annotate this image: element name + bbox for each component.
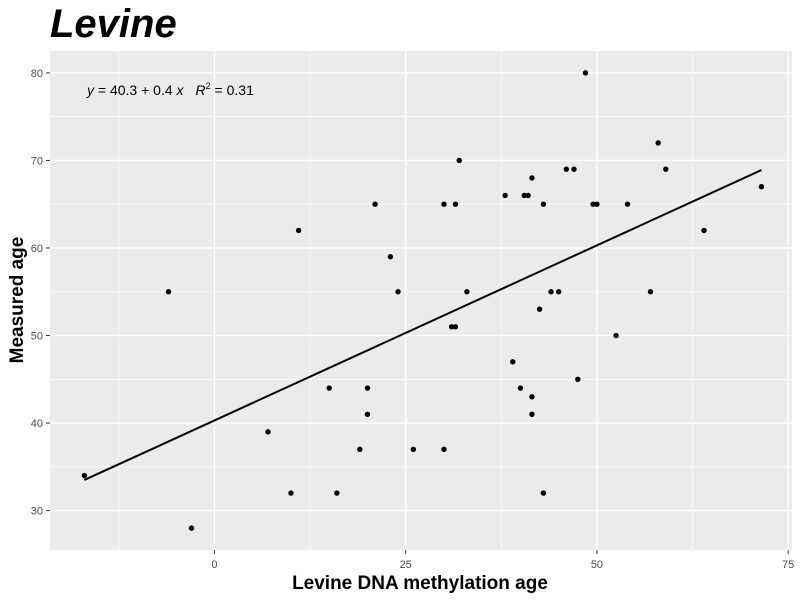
data-point xyxy=(372,201,378,207)
data-point xyxy=(464,289,470,295)
data-point xyxy=(647,289,654,295)
data-point xyxy=(357,446,363,453)
data-point xyxy=(613,332,619,339)
data-point xyxy=(575,376,581,382)
data-point xyxy=(540,490,547,496)
data-point xyxy=(624,201,631,207)
x-tick-label: 75 xyxy=(782,559,794,571)
grid-minor xyxy=(50,51,792,550)
data-point xyxy=(441,446,447,453)
annotation-r-symbol: R xyxy=(196,82,206,98)
x-tick-label: 50 xyxy=(591,559,603,571)
y-tick-labels: 30 40 50 60 70 80 xyxy=(31,68,43,518)
data-point xyxy=(548,289,554,295)
x-tick-labels: 0 25 50 75 xyxy=(211,559,794,571)
data-point xyxy=(326,385,332,391)
data-point xyxy=(555,289,562,295)
y-tick-label: 80 xyxy=(31,68,43,80)
data-point xyxy=(364,411,371,418)
data-point xyxy=(265,429,271,435)
data-point xyxy=(655,140,661,146)
annotation-r-exponent: 2 xyxy=(206,81,211,91)
regression-annotation: y = 40.3 + 0.4 x R2 = 0.31 xyxy=(86,81,254,98)
data-point xyxy=(502,192,508,199)
data-point xyxy=(529,394,535,400)
ticks-layer xyxy=(46,72,789,554)
data-point xyxy=(536,306,543,312)
data-point xyxy=(521,192,527,199)
data-point xyxy=(334,490,340,496)
regression-line xyxy=(84,169,762,481)
grid-major xyxy=(50,51,792,550)
data-point xyxy=(288,490,294,496)
data-point xyxy=(701,227,707,234)
data-point xyxy=(165,289,172,295)
data-point xyxy=(410,446,417,453)
data-point xyxy=(590,201,596,207)
data-point xyxy=(663,166,669,172)
data-point xyxy=(452,324,459,330)
x-axis-title: Levine DNA methylation age xyxy=(292,573,548,594)
x-tick-label: 0 xyxy=(211,559,217,571)
y-tick-label: 30 xyxy=(31,506,43,518)
data-point xyxy=(448,324,455,330)
data-point xyxy=(295,227,302,234)
y-tick-label: 50 xyxy=(31,331,43,343)
annotation-r-value: = 0.31 xyxy=(211,82,254,98)
data-point xyxy=(540,201,547,207)
data-point xyxy=(582,70,589,76)
data-point xyxy=(441,201,447,207)
data-point xyxy=(517,385,524,391)
data-point xyxy=(188,525,195,531)
y-axis-title: Measured age xyxy=(7,237,28,364)
annotation-x-var: x xyxy=(176,82,185,98)
data-point xyxy=(364,385,371,391)
data-point xyxy=(510,359,516,365)
data-point xyxy=(571,166,577,172)
data-point xyxy=(529,175,535,181)
data-point xyxy=(452,201,459,207)
data-point xyxy=(594,201,600,207)
data-point xyxy=(758,183,765,190)
points-layer xyxy=(81,70,765,531)
y-tick-label: 40 xyxy=(31,418,43,430)
data-point xyxy=(563,166,570,172)
plot-panel xyxy=(50,51,792,550)
x-tick-label: 25 xyxy=(400,559,412,571)
data-point xyxy=(387,254,394,260)
y-tick-label: 60 xyxy=(31,243,43,255)
annotation-y-var: y xyxy=(86,82,95,98)
data-point xyxy=(529,411,535,418)
chart-title: Levine xyxy=(50,2,177,46)
data-point xyxy=(395,289,401,295)
y-tick-label: 70 xyxy=(31,155,43,167)
data-point xyxy=(456,157,462,164)
annotation-equation: = 40.3 + 0.4 xyxy=(94,82,177,98)
data-point xyxy=(81,472,88,479)
data-point xyxy=(525,192,531,199)
